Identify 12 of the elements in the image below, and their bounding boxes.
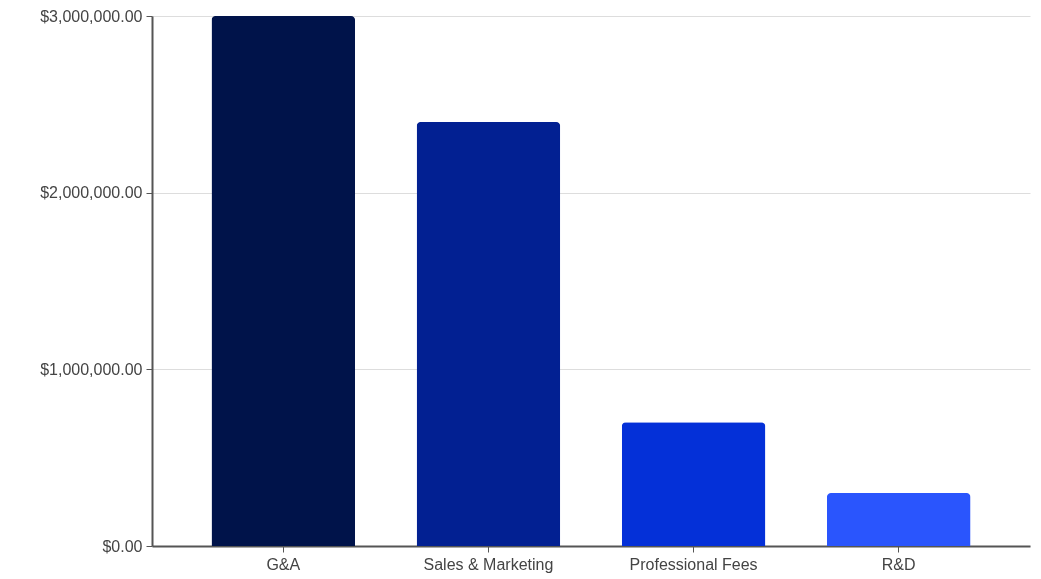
- y-tick-label: $0.00: [102, 537, 143, 555]
- x-tick-label: Sales & Marketing: [423, 555, 554, 573]
- bar: [416, 122, 561, 546]
- y-tick-label: $1,000,000.00: [40, 360, 143, 378]
- bar: [621, 422, 766, 546]
- x-tick-label: R&D: [881, 555, 916, 573]
- y-tick-label: $2,000,000.00: [40, 184, 143, 202]
- bar: [826, 493, 971, 546]
- bar: [211, 16, 356, 546]
- x-tick-label: Professional Fees: [629, 555, 758, 573]
- y-tick-label: $3,000,000.00: [40, 7, 143, 25]
- x-tick-label: G&A: [266, 555, 301, 573]
